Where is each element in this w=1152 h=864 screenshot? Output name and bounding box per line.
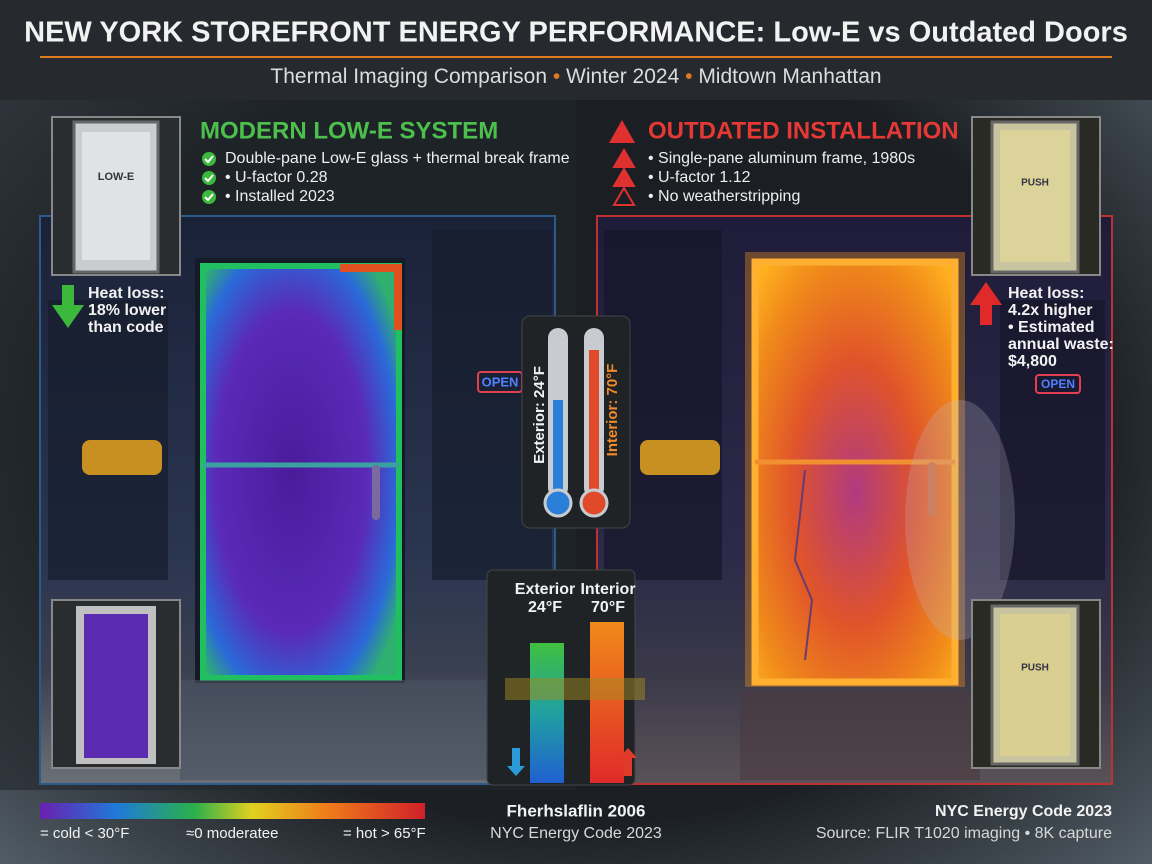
decoration: [1000, 130, 1070, 262]
legend-hot: = hot > 65°F: [343, 825, 426, 842]
decoration: [553, 400, 563, 500]
title: NEW YORK STOREFRONT ENERGY PERFORMANCE: …: [24, 17, 1128, 49]
frame-heat-edge: [340, 264, 402, 330]
heat-loss-line: $4,800: [1008, 353, 1057, 370]
decoration: [619, 748, 637, 776]
grate: [740, 690, 980, 780]
footer-center-2: NYC Energy Code 2023: [490, 825, 662, 842]
subtitle-part: Midtown Manhattan: [698, 65, 881, 88]
open-sign-text: OPEN: [1041, 377, 1075, 391]
push-photo: PUSH: [971, 116, 1101, 276]
cold-door: [200, 263, 402, 681]
footer-right-2: Source: FLIR T1020 imaging • 8K capture: [816, 825, 1112, 842]
warning-icon: [612, 167, 636, 187]
steam: [905, 400, 1015, 640]
left-bullet: • Installed 2023: [225, 188, 335, 205]
warning-icon: [609, 120, 635, 143]
right-bullet: • U-factor 1.12: [648, 169, 751, 186]
lowe-thermal-photo: [51, 599, 181, 769]
left-bullet: • U-factor 0.28: [225, 169, 328, 186]
right-bullets: • Single-pane aluminum frame, 1980s • U-f…: [612, 148, 915, 206]
taxi: [82, 440, 162, 475]
temperature-scale: [40, 803, 425, 819]
check-icon: [202, 152, 216, 166]
door-label: PUSH: [1021, 178, 1049, 189]
separator: •: [547, 65, 566, 88]
push-photo-2: PUSH: [971, 599, 1101, 769]
warning-icon: [612, 148, 636, 168]
door-label: LOW-E: [98, 171, 134, 183]
down-arrow: [52, 285, 84, 328]
comparison-label: 70°F: [591, 599, 625, 616]
check-icon: [202, 171, 216, 185]
door-label: PUSH: [1021, 663, 1049, 674]
subtitle-text: Thermal Imaging Comparison • Winter 2024…: [270, 65, 881, 88]
comparison-label: Interior: [580, 581, 635, 598]
decoration: [84, 614, 148, 758]
door-handle: [928, 462, 936, 517]
heat-loss-line: than code: [88, 319, 164, 336]
right-bullet: • Single-pane aluminum frame, 1980s: [648, 150, 915, 167]
check-mark: [204, 174, 214, 183]
heat-loss-line: 4.2x higher: [1008, 302, 1092, 319]
heat-loss-line: Heat loss:: [88, 285, 164, 302]
subtitle: Thermal Imaging Comparison • Winter 2024…: [270, 65, 881, 88]
separator: •: [679, 65, 698, 88]
check-mark: [204, 193, 214, 202]
window: [1000, 300, 1105, 580]
thermometer-panel: [521, 315, 631, 529]
decoration: [507, 748, 525, 776]
heat-loss-line: • Estimated: [1008, 319, 1095, 336]
header-band: [0, 0, 1152, 100]
check-icon: [202, 190, 216, 204]
comparison-label: 24°F: [528, 599, 562, 616]
comparison-label: Exterior: [515, 581, 575, 598]
footer-right-1: NYC Energy Code 2023: [935, 803, 1112, 820]
decoration: [505, 678, 645, 700]
decoration: [589, 350, 599, 500]
check-mark: [204, 155, 214, 164]
left-heading: MODERN LOW-E SYSTEM: [200, 117, 498, 144]
thermo-interior: Interior: 70°F: [604, 364, 621, 457]
heat-loss-line: 18% lower: [88, 302, 166, 319]
warning-icon: [612, 186, 636, 206]
exterior-bar: [530, 643, 564, 783]
door-handle: [372, 465, 380, 520]
decoration: [543, 488, 573, 518]
hot-door: [751, 258, 959, 686]
left-bullets: Double-pane Low-E glass + thermal break …: [202, 150, 570, 205]
legend-cold: = cold < 30°F: [40, 825, 129, 842]
taxi: [640, 440, 720, 475]
legend-moderate: ≈0 moderatee: [186, 825, 278, 842]
heat-loss-line: Heat loss:: [1008, 285, 1084, 302]
interior-bar: [590, 622, 624, 783]
thermo-exterior: Exterior: 24°F: [531, 366, 548, 464]
subtitle-part: Thermal Imaging Comparison: [270, 65, 547, 88]
decoration: [82, 132, 150, 260]
right-heading: OUTDATED INSTALLATION: [648, 117, 959, 144]
lowe-photo: LOW-E: [51, 116, 181, 276]
subtitle-part: Winter 2024: [566, 65, 680, 88]
up-arrow: [970, 282, 1002, 325]
open-sign: [1035, 374, 1081, 394]
footer-center-1: Fherhslaflin 2006: [507, 801, 646, 820]
comparison-panel: [486, 569, 645, 786]
decoration: [579, 488, 609, 518]
left-bullet: Double-pane Low-E glass + thermal break …: [225, 150, 570, 167]
decoration: [1000, 614, 1070, 756]
crack: [793, 469, 814, 661]
heat-loss-line: annual waste:: [1008, 336, 1114, 353]
open-sign-text: OPEN: [482, 374, 519, 389]
right-bullet: • No weatherstripping: [648, 188, 800, 205]
